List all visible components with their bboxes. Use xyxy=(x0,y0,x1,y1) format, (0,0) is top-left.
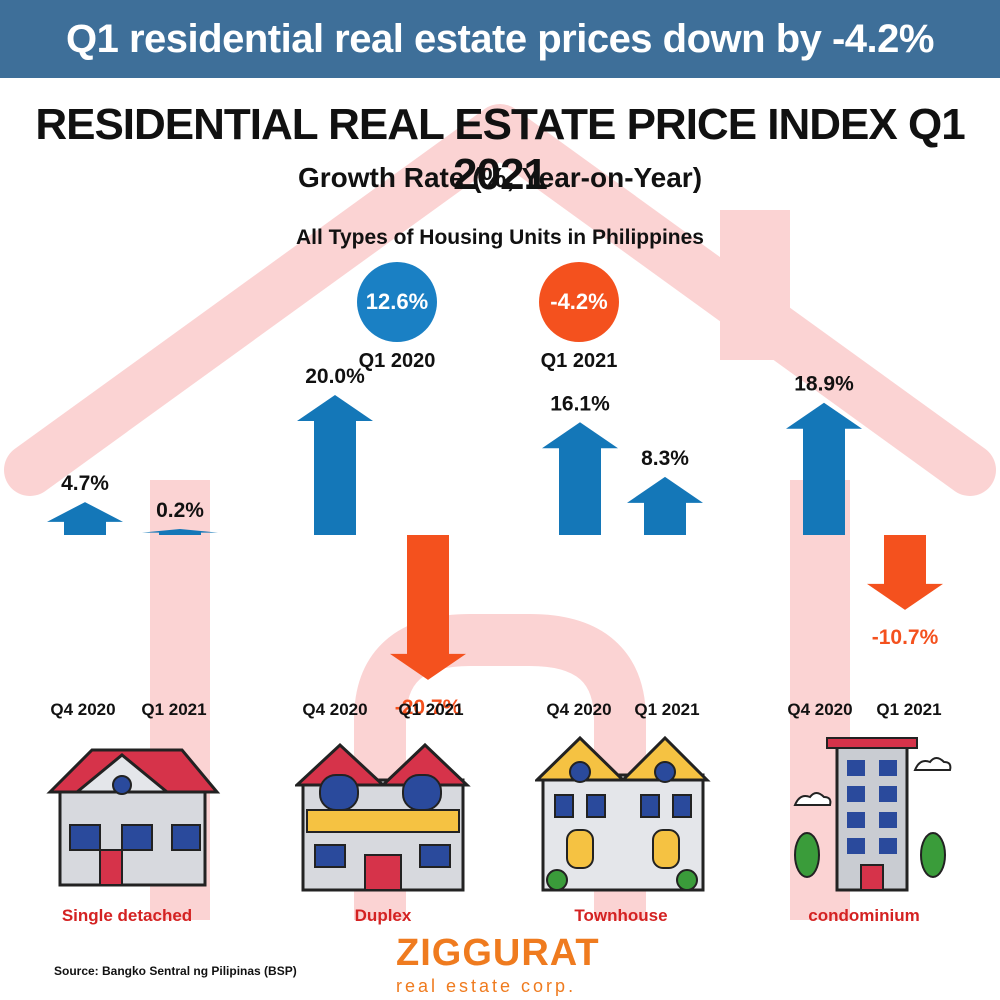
category-label-duplex: Duplex xyxy=(354,906,412,925)
condominium-icon xyxy=(793,737,952,892)
headline-banner: Q1 residential real estate prices down b… xyxy=(0,0,1000,78)
category-label-townhouse: Townhouse xyxy=(574,906,668,925)
single-detached-icon xyxy=(46,748,221,887)
category-label-condominium: condominium xyxy=(808,906,920,925)
value-label-single-detached-q1-2021: 0.2% xyxy=(156,499,204,522)
period-label-q1-single: Q1 2021 xyxy=(141,700,207,719)
arrow-single-detached-q1-2021 xyxy=(142,529,218,535)
value-label-condominium-q4-2020: 18.9% xyxy=(794,373,854,396)
arrow-condominium-q4-2020 xyxy=(786,402,862,535)
value-label-condominium-q1-2021: -10.7% xyxy=(872,626,939,649)
value-label-single-detached-q4-2020: 4.7% xyxy=(61,472,109,495)
overall-section-title: All Types of Housing Units in Philippine… xyxy=(296,226,704,249)
ziggurat-logo-tagline: real estate corp. xyxy=(396,976,577,996)
arrow-single-detached-q4-2020 xyxy=(47,502,123,535)
source-note: Source: Bangko Sentral ng Pilipinas (BSP… xyxy=(54,964,297,978)
arrow-condominium-q1-2021 xyxy=(867,535,943,610)
period-label-q4-townhouse: Q4 2020 xyxy=(546,700,612,719)
ziggurat-logo: ZIGGURAT xyxy=(396,932,600,974)
duplex-icon xyxy=(295,742,471,892)
value-label-townhouse-q4-2020: 16.1% xyxy=(550,392,610,415)
headline-text: Q1 residential real estate prices down b… xyxy=(66,16,934,61)
period-label-q1-condo: Q1 2021 xyxy=(876,700,942,719)
overall-q1-2020-value: 12.6% xyxy=(365,289,429,314)
townhouse-icon xyxy=(535,735,711,892)
arrow-duplex-q4-2020 xyxy=(297,395,373,535)
value-label-townhouse-q1-2021: 8.3% xyxy=(641,447,689,470)
overall-q1-2020-label: Q1 2020 xyxy=(358,350,436,372)
chart-subtitle: Growth Rate (%, Year-on-Year) xyxy=(297,162,703,193)
value-label-duplex-q4-2020: 20.0% xyxy=(305,365,365,388)
period-label-q1-townhouse: Q1 2021 xyxy=(634,700,700,719)
arrow-duplex-q1-2021 xyxy=(390,535,466,680)
period-label-q4-duplex: Q4 2020 xyxy=(302,700,368,719)
arrow-townhouse-q4-2020 xyxy=(542,422,618,535)
period-label-q4-single: Q4 2020 xyxy=(50,700,116,719)
period-label-q1-duplex: Q1 2021 xyxy=(398,700,464,719)
overall-q1-2021-badge: -4.2% xyxy=(539,262,619,342)
overall-q1-2021-value: -4.2% xyxy=(550,289,608,314)
chart-title: RESIDENTIAL REAL ESTATE PRICE INDEX Q1 2… xyxy=(35,100,965,199)
period-label-q4-condo: Q4 2020 xyxy=(787,700,853,719)
arrow-townhouse-q1-2021 xyxy=(627,476,703,535)
overall-q1-2021-label: Q1 2021 xyxy=(540,350,618,372)
category-label-single-detached: Single detached xyxy=(61,906,193,925)
value-label-duplex-q1-2021: -20.7% xyxy=(395,696,462,719)
overall-q1-2020-badge: 12.6% xyxy=(357,262,437,342)
